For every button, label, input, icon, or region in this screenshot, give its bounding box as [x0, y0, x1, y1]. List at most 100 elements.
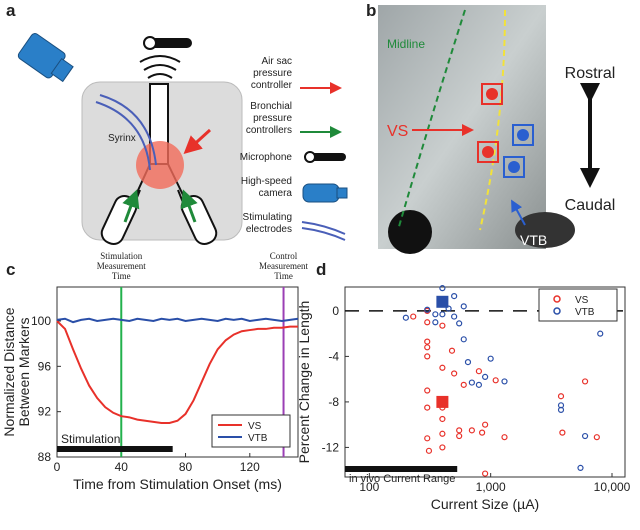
legend-label: VS: [248, 421, 262, 432]
scatter-point: [424, 435, 431, 442]
scatter-point: [468, 379, 475, 386]
scatter-point: [577, 464, 584, 471]
scatter-point: [482, 421, 489, 428]
x-tick-label: 1,000: [476, 480, 506, 494]
scatter-point: [432, 311, 439, 318]
rostral-label: Rostral: [565, 65, 616, 82]
marker-label: Time: [274, 271, 293, 281]
scatter-point: [597, 330, 604, 337]
line-series: [56, 317, 299, 324]
scatter-point: [451, 313, 458, 320]
scatter-point: [424, 338, 431, 345]
scatter-point: [445, 305, 452, 312]
y-tick-label: -12: [322, 440, 340, 454]
x-tick-label: 120: [240, 460, 260, 474]
legend-label: controller: [251, 80, 293, 91]
scatter-point: [468, 427, 475, 434]
scatter-point: [593, 434, 600, 441]
scatter-point: [482, 470, 489, 477]
legend-label: camera: [259, 188, 293, 199]
x-tick-label: 40: [115, 460, 129, 474]
marker-label: Measurement: [97, 261, 146, 271]
vtb-label: VTB: [520, 232, 547, 248]
legend-label: VTB: [575, 307, 595, 318]
scatter-point: [439, 311, 446, 318]
legend-box: [538, 288, 618, 322]
panel-label: c: [6, 260, 15, 279]
plot-frame: [344, 286, 626, 478]
range-bar-label: Stimulation: [61, 432, 120, 446]
x-tick-label: 80: [179, 460, 193, 474]
diagram: [17, 33, 348, 246]
scatter-point: [402, 314, 409, 321]
syrinx-label: Syrinx: [108, 133, 136, 144]
scatter-point: [487, 355, 494, 362]
scatter-point: [424, 387, 431, 394]
range-bar: [57, 446, 173, 452]
scatter-point: [456, 432, 463, 440]
legend-label: pressure: [253, 113, 292, 124]
legend-label: Microphone: [240, 152, 293, 163]
legend-label: High-speed: [241, 176, 292, 187]
x-tick-label: 10,000: [594, 480, 631, 494]
y-tick-label: 88: [38, 450, 52, 464]
scatter-point: [439, 430, 446, 437]
x-tick-label: 0: [54, 460, 61, 474]
scatter-point: [424, 306, 431, 313]
panel-label: a: [6, 1, 16, 20]
y-tick-label: 0: [332, 304, 339, 318]
legend-label: Air sac: [261, 56, 292, 67]
y-axis-label: Normalized Distance: [1, 307, 17, 436]
scatter-point: [475, 381, 483, 388]
scatter-point: [460, 336, 467, 343]
scatter-point: [451, 370, 458, 377]
plot-frame: [56, 286, 299, 458]
scatter-point: [559, 429, 566, 436]
vs-label: VS: [387, 123, 408, 140]
scatter-point: [425, 447, 433, 454]
scatter-point: [475, 368, 483, 375]
marker-label: Measurement: [259, 261, 308, 271]
scatter-point: [501, 434, 508, 441]
x-axis-label: Time from Stimulation Onset (ms): [73, 476, 282, 492]
marker-label: Time: [112, 271, 131, 281]
y-axis-label: Between Markers: [16, 318, 32, 427]
legend-label: VTB: [248, 433, 268, 444]
scatter-point: [439, 415, 446, 423]
scatter-point: [456, 427, 463, 434]
scatter-point: [439, 364, 446, 371]
scatter-point: [410, 313, 417, 320]
scatter-point: [448, 347, 456, 354]
scatter-point: [424, 344, 431, 351]
scatter-point: [456, 320, 463, 327]
x-tick-label: 100: [359, 480, 379, 494]
scatter-point: [460, 381, 467, 388]
panel-label: d: [316, 260, 326, 279]
legend-swatch: [553, 295, 561, 303]
scatter-point: [581, 432, 589, 440]
y-tick-label: 96: [38, 359, 52, 373]
scatter-point: [501, 378, 508, 385]
scatter-point: [424, 353, 431, 360]
scatter-point: [439, 444, 446, 451]
legend-box: [211, 414, 291, 448]
x-axis-label: Current Size (µA): [431, 496, 539, 512]
y-tick-label: 92: [38, 405, 52, 419]
legend-label: Stimulating: [243, 212, 292, 223]
scatter-point: [424, 404, 431, 411]
caudal-label: Caudal: [565, 197, 616, 214]
scatter-point: [479, 429, 486, 436]
legend-label: pressure: [253, 68, 292, 79]
marker-label: Control: [270, 251, 298, 261]
line-series: [56, 320, 298, 424]
y-tick-label: -4: [328, 349, 339, 363]
scatter-point: [460, 303, 467, 310]
scatter-point: [464, 358, 472, 366]
legend-label: electrodes: [246, 224, 292, 235]
legend-label: controllers: [246, 125, 292, 136]
scatter-point: [557, 393, 565, 400]
micrograph: [378, 5, 600, 254]
legend-swatch: [553, 307, 561, 315]
